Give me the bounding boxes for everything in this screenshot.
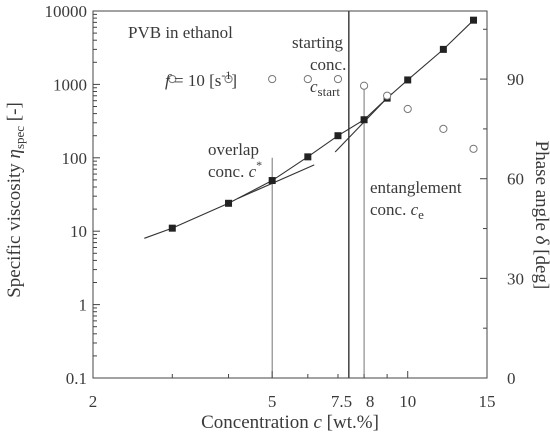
axes: 0.1 1 10 100 1000 10000 0 30 60 90 2 5 7.5 8 10 15 (45, 2, 525, 411)
viscosity-point (404, 76, 412, 84)
y-left-tick-label: 0.1 (66, 369, 87, 388)
y-left-tick-label: 1 (79, 296, 88, 315)
frequency-annotation: f = 10 [s-1] (165, 68, 237, 90)
fit-curve (144, 19, 474, 239)
phase-angle-point (224, 74, 233, 84)
y-left-tick-label: 100 (62, 149, 88, 168)
viscosity-point (439, 45, 447, 53)
viscosity-point (268, 177, 276, 185)
phase-angle-point (439, 124, 448, 134)
viscosity-point (334, 132, 342, 140)
viscosity-point (168, 224, 176, 232)
phase-angle-point (403, 104, 412, 114)
phase-angle-point (383, 91, 392, 100)
starting-annotation-line3: cstart (310, 77, 340, 99)
x-tick-label: 8 (366, 392, 375, 411)
y-left-tick-label: 1000 (53, 75, 87, 94)
tangent-line (237, 164, 315, 199)
phase-angle-point (333, 74, 343, 84)
y-left-tick-label: 10 (70, 222, 87, 241)
y-axis-right-title: Phase angle δ [deg] (531, 141, 550, 290)
viscosity-point (304, 153, 312, 161)
y-axis-left-title: Specific viscosity ηspec [-] (4, 102, 27, 298)
viscosity-point (225, 199, 233, 207)
x-axis-title: Concentration c [wt.%] (201, 412, 379, 433)
marks (168, 16, 478, 232)
phase-angle-point (469, 144, 478, 153)
overlap-annotation-line2: conc. c* (208, 158, 262, 181)
x-tick-label: 7.5 (331, 392, 352, 411)
phase-angle-point (359, 81, 369, 90)
plot-frame (92, 10, 488, 379)
entanglement-annotation-line1: entanglement (370, 178, 462, 197)
starting-annotation-line2: conc. (310, 55, 346, 74)
phase-angle-point (303, 74, 312, 84)
y-right-tick-label: 90 (507, 70, 524, 89)
x-tick-label: 5 (268, 392, 277, 411)
phase-angle-point (268, 74, 277, 84)
x-tick-label: 2 (89, 392, 98, 411)
x-tick-label: 10 (399, 392, 416, 411)
starting-annotation-line1: starting (292, 33, 343, 52)
y-right-tick-label: 30 (507, 269, 524, 288)
x-tick-label: 15 (479, 392, 496, 411)
overlap-annotation-line1: overlap (208, 140, 259, 159)
y-right-tick-label: 60 (507, 170, 524, 189)
viscosity-point (360, 116, 368, 124)
y-right-tick-label: 0 (507, 369, 516, 388)
chart-title: PVB in ethanol (128, 23, 233, 42)
viscosity-point (470, 16, 478, 24)
y-left-tick-label: 10000 (45, 2, 88, 21)
phase-angle-point (168, 74, 177, 84)
entanglement-annotation-line2: conc. ce (370, 200, 424, 222)
